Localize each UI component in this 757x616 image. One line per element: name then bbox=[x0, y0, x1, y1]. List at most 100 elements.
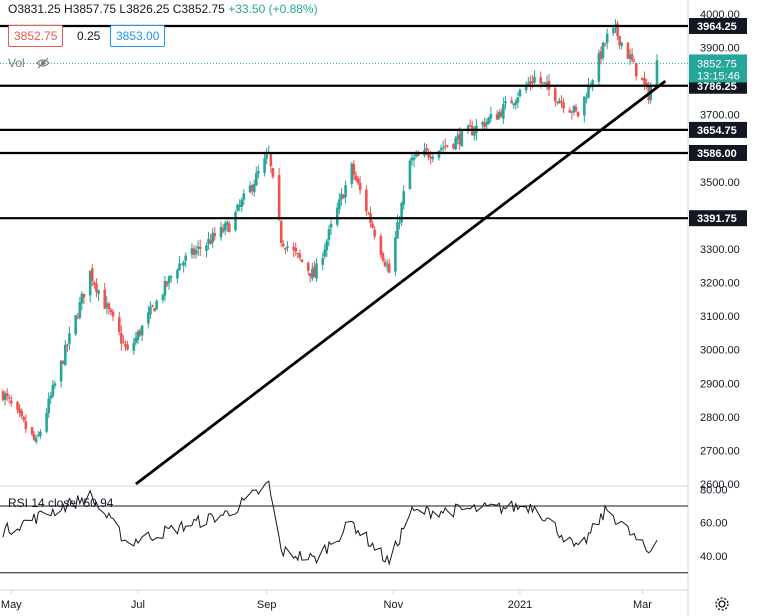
price-tick: 3000.00 bbox=[700, 345, 740, 357]
candle-body bbox=[24, 421, 28, 429]
candle-body bbox=[66, 344, 69, 346]
buy-button[interactable]: 3853.00 bbox=[110, 25, 166, 47]
gear-icon[interactable] bbox=[714, 596, 730, 612]
candle-body bbox=[136, 331, 140, 340]
candle-body bbox=[236, 204, 239, 211]
candle-body bbox=[529, 81, 532, 84]
candle-body bbox=[53, 383, 57, 386]
level-tag-label: 3654.75 bbox=[697, 125, 737, 137]
candle-body bbox=[634, 63, 638, 77]
level-tag bbox=[689, 210, 747, 227]
candle-body bbox=[248, 185, 252, 193]
candle-body bbox=[427, 151, 430, 158]
candle-body bbox=[209, 240, 212, 244]
candle-body bbox=[126, 344, 129, 350]
candle-body bbox=[460, 130, 464, 147]
candle-body bbox=[518, 89, 522, 96]
candle-body bbox=[269, 153, 273, 167]
level-tag-label: 3586.00 bbox=[697, 148, 737, 160]
candle-body bbox=[36, 434, 40, 437]
candle-body bbox=[468, 125, 472, 127]
candle-body bbox=[240, 199, 244, 207]
candle-body bbox=[298, 253, 302, 258]
rsi-value: 50.94 bbox=[83, 496, 114, 510]
candle-body bbox=[265, 154, 268, 159]
candle-body bbox=[182, 262, 185, 266]
candle-body bbox=[560, 101, 563, 103]
candle-body bbox=[120, 332, 123, 344]
candle-body bbox=[385, 265, 389, 267]
price-tick: 3300.00 bbox=[700, 244, 740, 256]
candle-body bbox=[22, 416, 26, 421]
candle-body bbox=[176, 270, 179, 279]
level-tag-label: 3786.25 bbox=[697, 81, 737, 93]
candle-body bbox=[626, 42, 630, 59]
eye-icon[interactable] bbox=[36, 56, 50, 70]
candle-body bbox=[296, 252, 300, 254]
candle-body bbox=[583, 96, 586, 116]
candle-body bbox=[109, 309, 113, 313]
candle-body bbox=[489, 114, 493, 119]
candle-body bbox=[402, 191, 406, 205]
candle-body bbox=[105, 303, 109, 308]
candle-body bbox=[325, 240, 329, 251]
level-tag bbox=[689, 18, 747, 35]
candle-body bbox=[329, 223, 333, 228]
price-tick: 3900.00 bbox=[700, 43, 740, 55]
candle-body bbox=[327, 229, 331, 240]
price-tick: 3200.00 bbox=[700, 278, 740, 290]
candle-body bbox=[223, 223, 227, 231]
candle-body bbox=[49, 395, 53, 399]
candle-body bbox=[410, 157, 414, 161]
candle-body bbox=[97, 290, 100, 295]
candle-body bbox=[163, 280, 167, 296]
candle-body bbox=[250, 185, 254, 191]
candle-body bbox=[425, 148, 428, 151]
time-tick-label: May bbox=[1, 599, 22, 611]
candle-body bbox=[641, 77, 644, 81]
candle-body bbox=[383, 261, 387, 267]
candle-body bbox=[531, 81, 534, 84]
time-tick-label: 2021 bbox=[508, 599, 532, 611]
candle-body bbox=[574, 107, 578, 111]
candle-body bbox=[122, 341, 125, 343]
candle-body bbox=[221, 228, 225, 232]
candle-body bbox=[167, 276, 171, 284]
candle-body bbox=[190, 248, 194, 255]
trendline bbox=[135, 80, 667, 486]
candle-body bbox=[178, 263, 181, 271]
candle-body bbox=[20, 410, 23, 417]
candle-body bbox=[441, 147, 445, 149]
candle-body bbox=[103, 289, 107, 309]
candle-body bbox=[134, 337, 138, 343]
candle-body bbox=[597, 53, 601, 82]
candle-body bbox=[502, 104, 505, 119]
candle-body bbox=[161, 295, 165, 300]
candle-body bbox=[153, 308, 156, 312]
candle-body bbox=[165, 281, 169, 286]
candle-body bbox=[254, 173, 258, 186]
candle-body bbox=[414, 154, 418, 157]
candle-body bbox=[495, 114, 499, 120]
candle-body bbox=[497, 112, 501, 119]
candle-body bbox=[321, 258, 325, 265]
candle-body bbox=[192, 248, 196, 255]
candle-body bbox=[408, 160, 412, 190]
candle-body bbox=[315, 263, 318, 279]
rsi-tick: 80.00 bbox=[700, 484, 728, 496]
candle-body bbox=[45, 413, 48, 432]
candle-body bbox=[398, 222, 401, 224]
sell-button[interactable]: 3852.75 bbox=[8, 25, 64, 47]
candle-body bbox=[373, 229, 376, 237]
candle-body bbox=[541, 82, 545, 84]
spread-value: 0.25 bbox=[77, 29, 101, 43]
price-tag bbox=[689, 54, 747, 83]
candle-body bbox=[645, 82, 648, 85]
candle-body bbox=[553, 88, 557, 102]
candle-body bbox=[213, 233, 217, 237]
candle-body bbox=[323, 249, 327, 257]
rsi-line bbox=[2, 480, 658, 566]
candle-body bbox=[10, 400, 13, 404]
candle-body bbox=[228, 223, 231, 233]
